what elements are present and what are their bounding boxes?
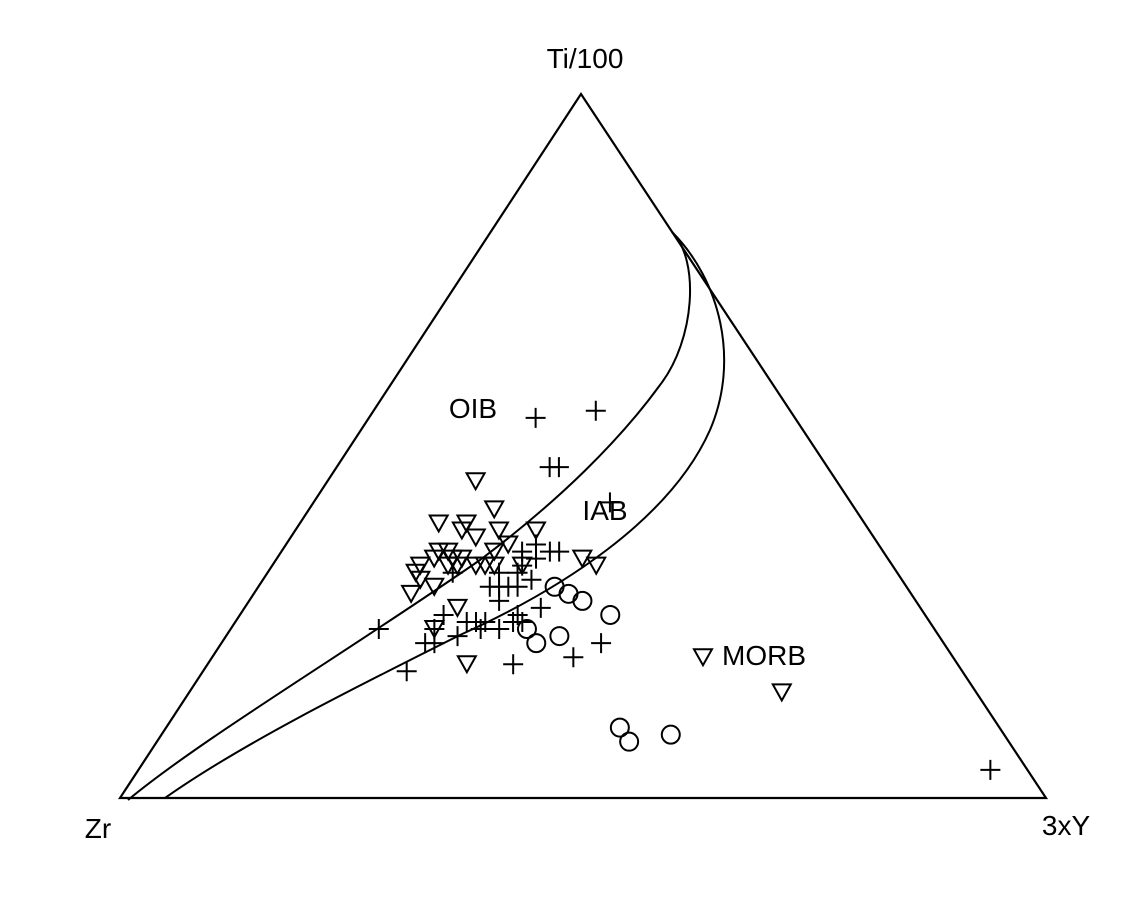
plus-point (415, 633, 436, 654)
plus-point (507, 562, 528, 583)
plus-point (548, 457, 569, 478)
circle-point (609, 717, 630, 738)
circle-point (572, 590, 593, 611)
iab-morb-boundary (164, 231, 726, 799)
triangle-point (456, 655, 478, 675)
oib-iab-boundary (127, 231, 692, 801)
plus-point (489, 590, 510, 611)
triangle-point (427, 514, 450, 534)
plus-point (489, 562, 510, 583)
apex-label-left: Zr (85, 813, 111, 844)
circle-point (660, 724, 681, 745)
plus-point (599, 492, 620, 513)
circle-point (558, 583, 579, 604)
field-label-morb: MORB (722, 640, 806, 671)
triangle-point (692, 648, 714, 668)
plus-point (525, 407, 546, 428)
triangle-point (465, 528, 487, 548)
circle-point (516, 619, 537, 640)
triangle-point (483, 542, 506, 562)
circle-point (544, 576, 565, 597)
ternary-frame (117, 91, 1049, 800)
plus-point (503, 654, 524, 675)
plus-point (489, 619, 510, 640)
plus-point (549, 541, 570, 562)
triangle-point (771, 683, 793, 703)
plus-point (396, 661, 417, 682)
triangle-point (465, 556, 487, 576)
plus-point (447, 626, 468, 647)
circle-point (619, 731, 640, 752)
apex-label-right: 3xY (1042, 810, 1091, 841)
plus-point (980, 759, 1001, 780)
triangle-point (488, 521, 510, 541)
plus-point (530, 597, 551, 618)
triangle-point (464, 472, 487, 492)
field-label-iab: IAB (582, 495, 627, 526)
plus-point (479, 576, 500, 597)
plus-point (563, 647, 584, 668)
plus-point (526, 548, 547, 569)
plus-point (442, 562, 463, 583)
plus-point (456, 612, 477, 632)
triangle-point (585, 556, 607, 576)
triangle-point (525, 521, 547, 541)
plus-point (521, 569, 542, 590)
apex-label-top: Ti/100 (547, 43, 624, 74)
triangle-point (423, 577, 445, 597)
circle-point (526, 633, 547, 654)
circle-point (600, 604, 621, 625)
triangle-point (400, 584, 422, 604)
triangle-point (483, 500, 505, 520)
field-label-oib: OIB (449, 393, 497, 424)
plus-point (433, 604, 454, 625)
plus-point (368, 619, 389, 640)
plus-point (585, 400, 606, 421)
triangle-point (446, 598, 469, 618)
data-points (368, 400, 1001, 780)
plus-point (591, 633, 612, 654)
circle-point (549, 626, 570, 647)
